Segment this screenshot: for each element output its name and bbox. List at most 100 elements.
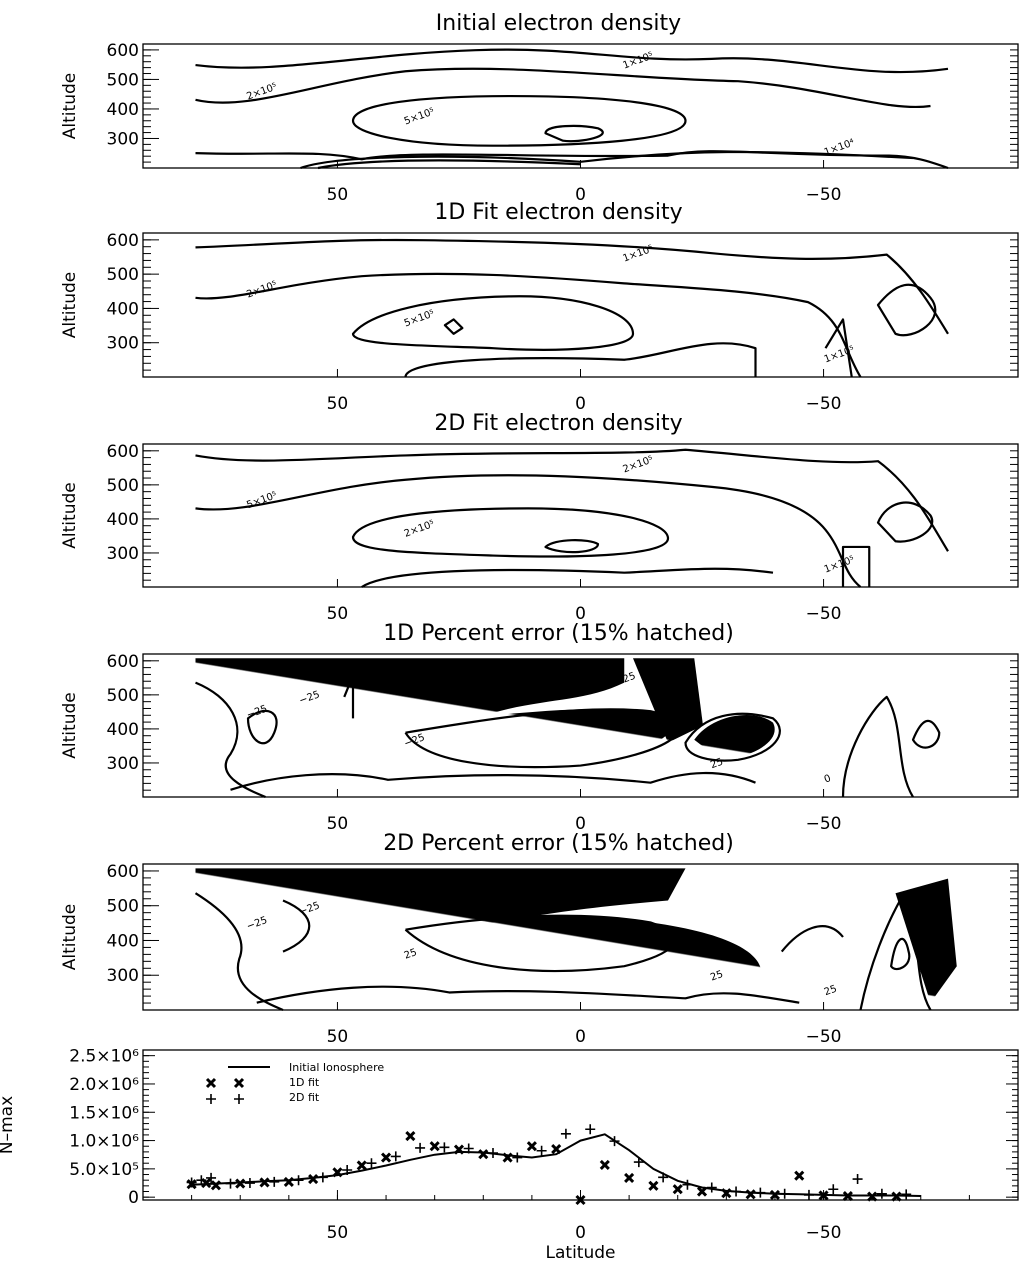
contour-line — [283, 901, 309, 952]
point-2d-fit — [196, 1175, 207, 1186]
contour-line — [546, 126, 603, 141]
contour-label: 25 — [403, 947, 419, 962]
y-axis-label: N–max — [0, 1096, 17, 1154]
contour-line — [353, 296, 633, 350]
point-2d-fit — [876, 1188, 887, 1199]
hatch-regions — [195, 658, 775, 793]
y-tick-label: 400 — [107, 931, 139, 951]
point-2d-fit — [609, 1136, 620, 1147]
x-tick-label: 0 — [575, 394, 586, 414]
contour-label: 0 — [622, 884, 632, 897]
y-tick-label: 500 — [107, 265, 139, 285]
point-1d-fit — [235, 1178, 246, 1189]
y-axis-label: Altitude — [60, 73, 80, 139]
point-1d-fit — [283, 1176, 294, 1187]
point-2d-fit — [803, 1189, 814, 1200]
hatch-region — [405, 916, 762, 989]
contour-line — [445, 319, 463, 333]
contour-line — [301, 152, 914, 168]
point-2d-fit — [731, 1186, 742, 1197]
panel-title: 2D Fit electron density — [434, 411, 682, 436]
point-2d-fit — [439, 1142, 450, 1153]
point-2d-fit — [463, 1143, 474, 1154]
point-2d-fit — [488, 1148, 498, 1159]
contour-line — [257, 987, 800, 1003]
point-2d-fit — [293, 1175, 304, 1186]
contour-line — [231, 773, 756, 790]
point-1d-fit — [259, 1177, 270, 1188]
contour-line — [913, 721, 939, 748]
legend: Initial Ionosphere 1D fit 2D fit — [205, 1061, 384, 1104]
point-1d-fit — [502, 1152, 513, 1163]
legend-marker-2d — [234, 1094, 244, 1104]
contour-line — [843, 697, 913, 797]
x-tick-label: 0 — [575, 1223, 586, 1243]
contour-label: 5×10⁵ — [403, 106, 436, 127]
contour-label: 25 — [709, 969, 725, 984]
panel-title: Initial electron density — [436, 11, 681, 36]
contour-label: 5×10⁵ — [245, 490, 278, 511]
y-axis-label: Altitude — [60, 482, 80, 548]
point-2d-fit — [901, 1189, 912, 1200]
point-1d-fit — [380, 1152, 392, 1163]
contour-line — [878, 285, 935, 335]
legend-label: 1D fit — [289, 1076, 320, 1089]
panel-5: 2D Percent error (15% hatched)0−252525−2… — [60, 831, 1018, 1047]
y-tick-label: 500 — [107, 476, 139, 496]
contour-line — [843, 547, 869, 587]
contour-line — [406, 916, 675, 971]
point-2d-fit — [415, 1142, 426, 1153]
contour-line — [546, 540, 599, 552]
point-2d-fit — [366, 1158, 377, 1169]
legend-label: Initial Ionosphere — [289, 1061, 384, 1074]
contours — [196, 450, 949, 587]
contour-line — [891, 939, 909, 969]
contour-line — [196, 69, 931, 107]
point-2d-fit — [206, 1172, 217, 1183]
x-tick-label: 50 — [327, 394, 349, 414]
point-2d-fit — [536, 1145, 547, 1156]
y-tick-label: 600 — [107, 231, 139, 251]
contour-line — [878, 503, 932, 542]
y-tick-label: 500 — [107, 686, 139, 706]
point-2d-fit — [225, 1178, 236, 1189]
point-1d-fit — [794, 1170, 805, 1181]
contour-label: 1×10⁵ — [823, 554, 856, 575]
point-1d-fit — [624, 1172, 635, 1183]
point-2d-fit — [269, 1176, 280, 1187]
panel-3: 2D Fit electron density 2×10⁵ 5×10⁵ 2×10⁵ 1×… — [60, 411, 1018, 624]
point-1d-fit — [842, 1190, 853, 1202]
contour-line — [196, 475, 861, 587]
y-tick-label: 600 — [107, 862, 139, 882]
panel-title: 1D Percent error (15% hatched) — [383, 621, 734, 646]
x-tick-label: −50 — [806, 394, 842, 414]
x-tick-label: 0 — [575, 1027, 586, 1047]
y-tick-label: 300 — [107, 334, 139, 354]
x-axis-label: Latitude — [546, 1243, 616, 1262]
legend-label: 2D fit — [289, 1091, 320, 1104]
contour-line — [406, 709, 680, 767]
contour-label: 25 — [709, 757, 725, 772]
legend-marker-1d — [233, 1077, 245, 1089]
point-1d-fit — [599, 1159, 610, 1170]
panel-4: 1D Percent error (15% hatched)25−25−250−… — [60, 621, 1018, 834]
contours — [196, 893, 931, 1010]
point-1d-fit — [478, 1149, 489, 1160]
point-1d-fit — [526, 1141, 537, 1152]
y-tick-label: 400 — [107, 299, 139, 319]
hatch-region — [633, 658, 704, 743]
point-1d-fit — [332, 1167, 343, 1178]
x-tick-label: 50 — [327, 1027, 349, 1047]
contours — [196, 240, 949, 377]
y-tick-label: 300 — [107, 544, 139, 564]
y-axis-label: Altitude — [60, 692, 80, 758]
point-2d-fit — [658, 1172, 669, 1183]
point-1d-fit — [696, 1186, 708, 1197]
point-1d-fit — [672, 1184, 683, 1195]
contour-label: 2×10⁵ — [622, 454, 655, 475]
point-1d-fit — [308, 1173, 319, 1185]
point-1d-fit — [891, 1191, 902, 1202]
point-2d-fit — [779, 1188, 790, 1199]
point-1d-fit — [745, 1189, 756, 1200]
contour-line — [196, 274, 861, 377]
